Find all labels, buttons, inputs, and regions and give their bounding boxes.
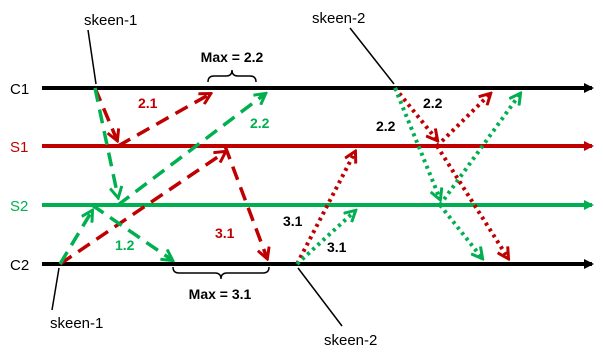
lane-label-s2: S2	[10, 198, 28, 215]
callout-line-skeen1-top	[87, 29, 97, 85]
callout-skeen2-bottom: skeen-2	[324, 332, 377, 349]
value-3-1-b: 3.1	[327, 239, 347, 255]
callout-skeen1-bottom: skeen-1	[50, 315, 103, 332]
msg-s1-to-c1	[117, 94, 210, 148]
msg2-c2-to-s2	[295, 211, 355, 266]
callout-skeen2-top: skeen-2	[312, 10, 365, 27]
msg-c1-to-s1	[93, 87, 117, 140]
msg2-s2-to-c2	[438, 203, 482, 258]
max-brace-top	[207, 69, 257, 83]
value-3-1-red: 3.1	[215, 225, 235, 241]
msg-s2-to-c2	[91, 203, 172, 260]
value-2-2-b: 2.2	[376, 118, 396, 134]
msg2-c2-to-s1	[295, 152, 355, 265]
callout-line-skeen1-bottom	[51, 267, 60, 311]
lane-label-c1: C1	[10, 81, 29, 98]
max-label-top: Max = 2.2	[201, 49, 264, 65]
msg-s2-to-c1	[116, 94, 265, 207]
callout-skeen1-top: skeen-1	[84, 12, 137, 29]
max-brace-bottom	[172, 266, 270, 280]
msg2-c1-to-s2	[393, 87, 440, 199]
max-label-bottom: Max = 3.1	[189, 286, 252, 302]
msg-c1-to-s2	[93, 87, 118, 197]
value-2-2-a: 2.2	[423, 95, 443, 111]
value-2-2-green: 2.2	[250, 115, 270, 131]
value-1-2: 1.2	[115, 237, 135, 253]
callout-line-skeen2-bottom	[297, 267, 343, 327]
msg-c2-to-s1	[59, 152, 225, 266]
msg2-s2-to-c1	[438, 94, 520, 207]
msg-c2-to-s2	[58, 211, 92, 265]
msg-s1-to-c2	[223, 145, 267, 258]
lane-label-s1: S1	[10, 139, 28, 156]
value-3-1-a: 3.1	[283, 213, 303, 229]
msg2-s1-to-c2	[435, 144, 508, 258]
lane-label-c2: C2	[10, 257, 29, 274]
value-2-1: 2.1	[138, 95, 158, 111]
msg2-s1-to-c1	[435, 94, 490, 148]
callout-line-skeen2-top	[349, 27, 395, 85]
